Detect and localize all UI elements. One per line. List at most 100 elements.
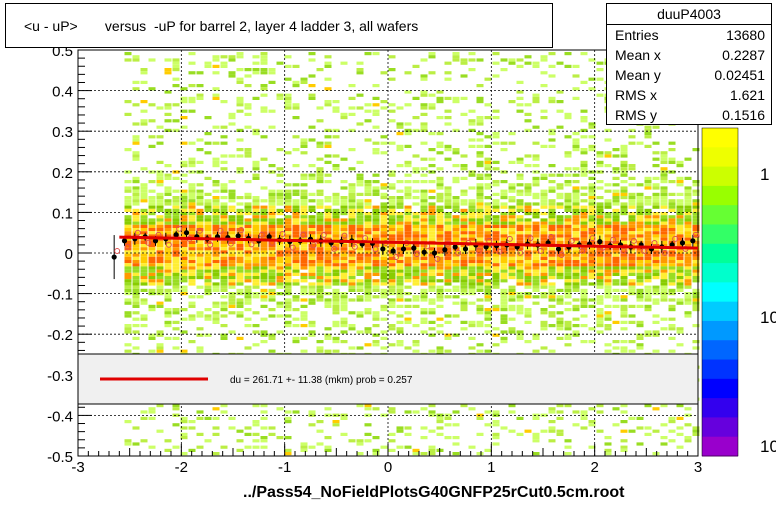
heatmap-cell [220, 445, 228, 449]
heatmap-cell [524, 282, 532, 286]
heatmap-cell [244, 103, 252, 107]
heatmap-cell [252, 272, 260, 276]
heatmap-cell [660, 205, 668, 209]
heatmap-cell [628, 234, 636, 238]
heatmap-cell [564, 196, 572, 200]
heatmap-cell [156, 349, 164, 353]
heatmap-cell [484, 234, 492, 238]
heatmap-cell [316, 247, 324, 251]
heatmap-cell [468, 288, 476, 292]
heatmap-cell [156, 404, 164, 408]
heatmap-cell [564, 282, 572, 286]
heatmap-cell [428, 132, 436, 136]
heatmap-cell [612, 263, 620, 267]
heatmap-cell [212, 212, 220, 216]
heatmap-cell [348, 202, 356, 206]
heatmap-cell [572, 260, 580, 264]
heatmap-cell [172, 346, 180, 350]
heatmap-cell [628, 260, 636, 264]
heatmap-cell [324, 196, 332, 200]
heatmap-cell [644, 215, 652, 219]
heatmap-cell [452, 205, 460, 209]
heatmap-cell [316, 212, 324, 216]
heatmap-cell [452, 285, 460, 289]
heatmap-cell [404, 122, 412, 126]
heatmap-cell [508, 186, 516, 190]
heatmap-cell [316, 349, 324, 353]
heatmap-cell [324, 349, 332, 353]
heatmap-cell [508, 253, 516, 257]
heatmap-cell [396, 295, 404, 299]
heatmap-cell [244, 288, 252, 292]
heatmap-cell [676, 202, 684, 206]
heatmap-cell [300, 276, 308, 280]
heatmap-cell [612, 407, 620, 411]
heatmap-cell [564, 445, 572, 449]
heatmap-cell [612, 154, 620, 158]
heatmap-cell [372, 253, 380, 257]
heatmap-cell [628, 228, 636, 232]
heatmap-cell [364, 327, 372, 331]
heatmap-cell [540, 189, 548, 193]
open-marker [248, 241, 255, 248]
heatmap-cell [284, 77, 292, 81]
heatmap-cell [620, 173, 628, 177]
heatmap-cell [188, 340, 196, 344]
heatmap-cell [676, 215, 684, 219]
heatmap-cell [188, 240, 196, 244]
heatmap-cell [396, 276, 404, 280]
heatmap-cell [428, 256, 436, 260]
heatmap-cell [492, 410, 500, 414]
heatmap-cell [388, 215, 396, 219]
heatmap-cell [196, 311, 204, 315]
heatmap-cell [236, 279, 244, 283]
heatmap-cell [404, 244, 412, 248]
heatmap-cell [524, 269, 532, 273]
heatmap-cell [444, 189, 452, 193]
heatmap-cell [644, 256, 652, 260]
heatmap-cell [484, 410, 492, 414]
heatmap-cell [268, 228, 276, 232]
heatmap-cell [340, 247, 348, 251]
heatmap-cell [348, 186, 356, 190]
heatmap-cell [364, 237, 372, 241]
heatmap-cell [268, 253, 276, 257]
heatmap-cell [516, 199, 524, 203]
heatmap-cell [236, 269, 244, 273]
heatmap-cell [396, 196, 404, 200]
heatmap-cell [580, 192, 588, 196]
heatmap-cell [372, 333, 380, 337]
heatmap-cell [532, 301, 540, 305]
heatmap-cell [340, 301, 348, 305]
heatmap-cell [268, 68, 276, 72]
heatmap-cell [508, 272, 516, 276]
heatmap-cell [228, 311, 236, 315]
heatmap-cell [388, 256, 396, 260]
heatmap-cell [676, 327, 684, 331]
heatmap-cell [548, 212, 556, 216]
heatmap-cell [204, 234, 212, 238]
heatmap-cell [308, 192, 316, 196]
heatmap-cell [124, 420, 132, 424]
heatmap-cell [132, 228, 140, 232]
heatmap-cell [684, 208, 692, 212]
heatmap-cell [212, 160, 220, 164]
heatmap-cell [308, 208, 316, 212]
heatmap-cell [644, 240, 652, 244]
heatmap-cell [620, 192, 628, 196]
heatmap-cell [500, 247, 508, 251]
heatmap-cell [572, 298, 580, 302]
heatmap-cell [636, 426, 644, 430]
heatmap-cell [212, 276, 220, 280]
heatmap-cell [524, 308, 532, 312]
heatmap-cell [612, 269, 620, 273]
heatmap-cell [620, 304, 628, 308]
heatmap-cell [644, 276, 652, 280]
heatmap-cell [524, 253, 532, 257]
heatmap-cell [628, 314, 636, 318]
heatmap-cell [692, 432, 700, 436]
heatmap-cell [388, 266, 396, 270]
heatmap-cell [588, 256, 596, 260]
heatmap-cell [332, 336, 340, 340]
heatmap-cell [660, 240, 668, 244]
